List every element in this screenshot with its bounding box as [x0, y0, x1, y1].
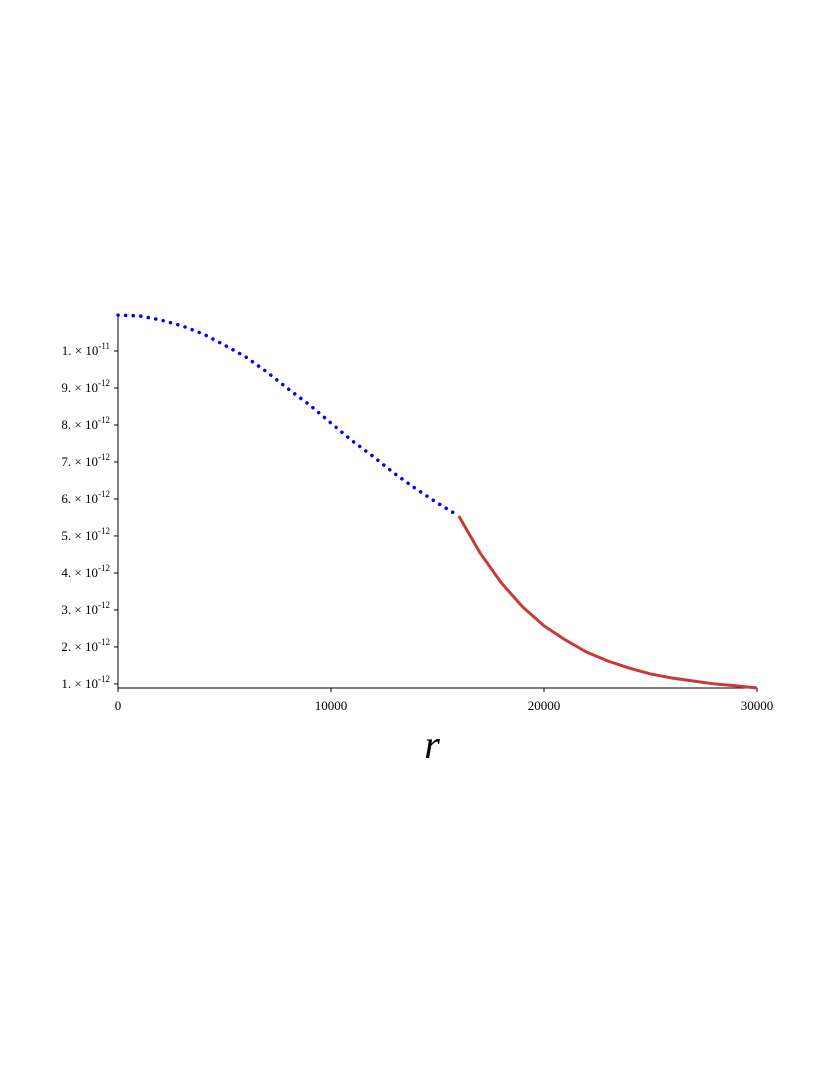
x-tick-label: 0 [115, 698, 122, 713]
y-tick-exponent: -12 [98, 378, 110, 388]
y-tick-mantissa: 1. × 10 [62, 343, 99, 358]
y-tick-label: 7. × 10-12 [61, 452, 110, 469]
y-tick-mantissa: 6. × 10 [61, 491, 98, 506]
y-tick-mantissa: 7. × 10 [61, 454, 98, 469]
y-tick-label: 4. × 10-12 [61, 563, 110, 580]
y-tick-exponent: -12 [98, 452, 110, 462]
y-tick-mantissa: 8. × 10 [61, 417, 98, 432]
y-tick-label: 1. × 10-12 [61, 674, 110, 691]
x-tick-label: 30000 [741, 698, 774, 713]
y-tick-exponent: -12 [98, 637, 110, 647]
y-tick-exponent: -11 [98, 341, 110, 351]
y-tick-exponent: -12 [98, 600, 110, 610]
y-tick-exponent: -12 [98, 415, 110, 425]
y-tick-mantissa: 1. × 10 [61, 676, 98, 691]
y-tick-label: 8. × 10-12 [61, 415, 110, 432]
y-tick-mantissa: 2. × 10 [61, 639, 98, 654]
x-tick-label: 10000 [315, 698, 348, 713]
x-axis-label: r [424, 722, 440, 767]
x-tick-label: 20000 [528, 698, 561, 713]
y-tick-exponent: -12 [98, 526, 110, 536]
y-tick-label: 2. × 10-12 [61, 637, 110, 654]
y-tick-label: 1. × 10-11 [62, 341, 110, 358]
y-tick-exponent: -12 [98, 489, 110, 499]
y-tick-label: 6. × 10-12 [61, 489, 110, 506]
y-tick-label: 5. × 10-12 [61, 526, 110, 543]
y-tick-label: 3. × 10-12 [61, 600, 110, 617]
y-tick-exponent: -12 [98, 563, 110, 573]
y-tick-label: 9. × 10-12 [61, 378, 110, 395]
series-line [457, 515, 758, 690]
y-tick-exponent: -12 [98, 674, 110, 684]
y-tick-mantissa: 5. × 10 [61, 528, 98, 543]
y-tick-mantissa: 4. × 10 [61, 565, 98, 580]
y-tick-mantissa: 9. × 10 [61, 380, 98, 395]
y-tick-mantissa: 3. × 10 [61, 602, 98, 617]
series-line [116, 313, 461, 518]
